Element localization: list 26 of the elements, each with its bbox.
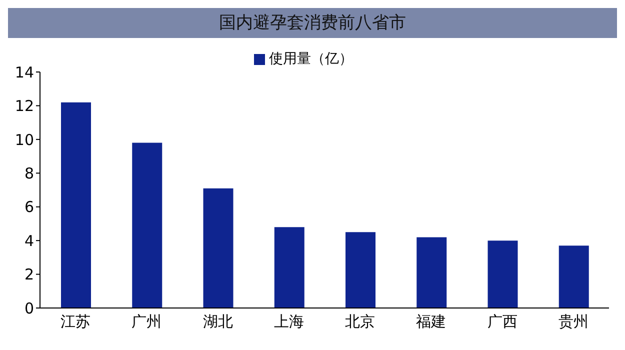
bar: [132, 142, 162, 308]
y-tick-label: 14: [14, 63, 34, 82]
y-tick-label: 6: [24, 198, 34, 216]
x-tick-label: 湖北: [202, 312, 233, 331]
y-tick-label: 0: [24, 299, 34, 318]
legend-label: 使用量（亿）: [269, 51, 353, 67]
x-tick-label: 江苏: [60, 312, 91, 331]
bar: [61, 102, 91, 308]
bar: [274, 227, 304, 308]
bar: [346, 232, 376, 308]
y-tick-label: 2: [24, 266, 34, 284]
bar: [416, 237, 447, 308]
x-tick-label: 福建: [416, 312, 446, 331]
x-tick-label: 广州: [132, 312, 162, 331]
x-tick-label: 贵州: [558, 312, 588, 331]
x-tick-label: 北京: [345, 312, 376, 331]
y-tick-label: 8: [24, 164, 34, 182]
bar: [558, 246, 589, 308]
x-tick-label: 广西: [487, 312, 518, 331]
chart-title: 国内避孕套消费前八省市: [8, 8, 617, 38]
bar: [203, 188, 234, 308]
bar: [488, 240, 518, 308]
x-tick-label: 上海: [274, 312, 304, 331]
y-tick-label: 10: [14, 130, 34, 149]
y-tick-label: 4: [24, 232, 34, 250]
y-tick-label: 12: [14, 97, 34, 116]
